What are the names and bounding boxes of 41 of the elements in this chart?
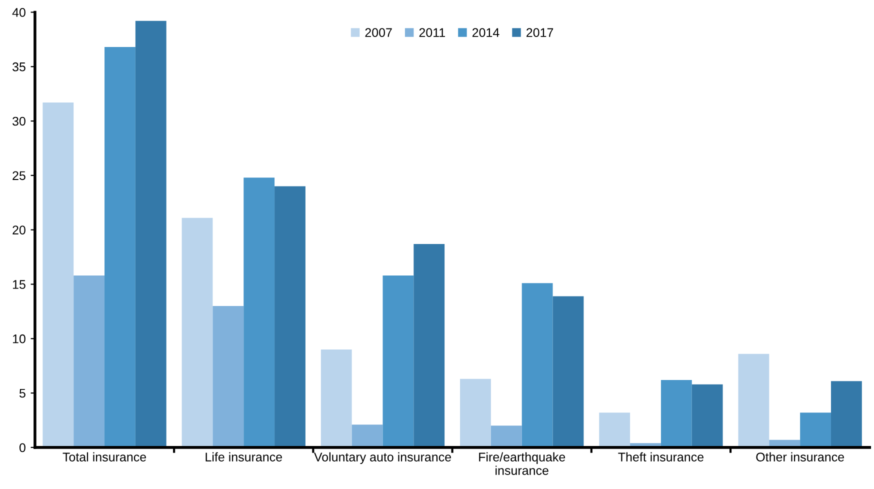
bar xyxy=(274,186,306,448)
x-tick-label: Voluntary auto insurance xyxy=(314,452,451,464)
bar xyxy=(352,424,383,448)
bar xyxy=(135,20,166,448)
bar xyxy=(830,381,862,448)
bar xyxy=(692,384,723,448)
bar xyxy=(660,380,692,448)
bar xyxy=(212,306,244,448)
bar xyxy=(490,426,522,448)
y-tick-label: 30 xyxy=(12,116,26,126)
legend-label: 2007 xyxy=(365,28,392,38)
bar xyxy=(244,178,275,448)
bar xyxy=(320,350,352,448)
bar xyxy=(800,412,831,448)
y-tick-label: 0 xyxy=(19,443,26,452)
bar xyxy=(460,378,491,448)
bar xyxy=(382,276,414,448)
bar xyxy=(599,412,630,448)
y-tick-label: 15 xyxy=(12,280,26,289)
x-tick-label: Life insurance xyxy=(206,452,282,462)
y-tick-label: 20 xyxy=(12,226,26,234)
bar xyxy=(182,218,213,448)
y-tick-label: 35 xyxy=(12,62,26,72)
bar xyxy=(74,276,105,448)
bar xyxy=(104,47,136,448)
legend-label: 2014 xyxy=(472,28,500,38)
x-tick-label: Total insurance xyxy=(62,452,146,462)
x-tick-label: Fire/earthquake insurance xyxy=(479,452,566,475)
bar xyxy=(738,354,770,448)
bar xyxy=(414,244,445,448)
legend-label: 2017 xyxy=(526,28,554,38)
y-tick-label: 25 xyxy=(12,171,26,180)
legend-label: 2011 xyxy=(419,28,445,38)
y-tick-label: 10 xyxy=(12,334,26,344)
bar xyxy=(522,283,553,448)
bar xyxy=(552,296,584,448)
x-tick-label: Other insurance xyxy=(756,452,844,462)
x-tick-label: Theft insurance xyxy=(618,452,704,462)
bar xyxy=(42,102,74,448)
y-tick-label: 40 xyxy=(12,8,26,17)
y-tick-label: 5 xyxy=(19,388,26,398)
